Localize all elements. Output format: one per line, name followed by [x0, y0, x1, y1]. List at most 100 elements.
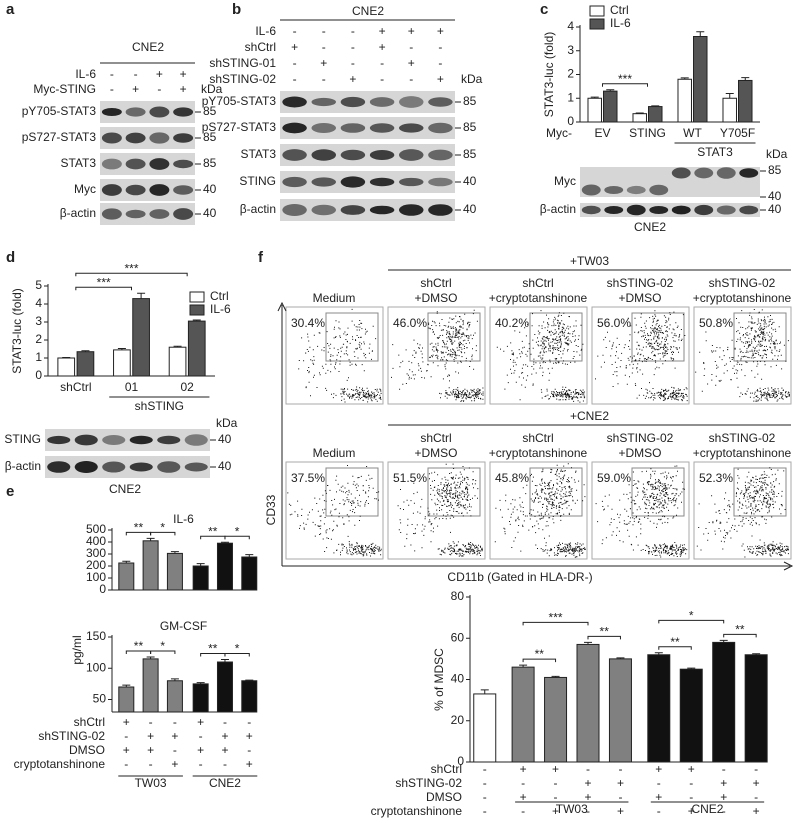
condition-mark: -: [754, 790, 758, 804]
y-tick-label: 2: [35, 332, 42, 346]
sig-bracket: [658, 646, 692, 650]
flow-label: +DMSO: [414, 446, 457, 460]
condition-mark: +: [520, 790, 527, 804]
condition-name: shCtrl: [245, 40, 276, 54]
panel-letter: e: [6, 483, 14, 500]
condition-mark: -: [199, 757, 203, 771]
condition-mark: -: [247, 715, 251, 729]
blot-band: [173, 133, 194, 143]
condition-mark: +: [132, 82, 139, 96]
blot-band: [694, 167, 714, 179]
blot-band: [102, 435, 126, 445]
blot-row-name: STAT3: [60, 156, 96, 170]
condition-name: shSTING-02: [209, 72, 276, 86]
bar: [241, 556, 258, 591]
flow-plot: [591, 306, 690, 405]
blot-band: [125, 158, 146, 170]
blot-band: [626, 185, 646, 195]
group-label: TW03: [556, 802, 588, 816]
cell-line: CNE2: [352, 4, 384, 18]
error-bar: [696, 31, 705, 37]
blot-band: [399, 149, 424, 161]
gate-percent: 30.4%: [291, 316, 325, 330]
blot-band: [694, 204, 714, 216]
condition-mark: -: [438, 40, 442, 54]
kda-value: 40: [768, 189, 782, 203]
kda-value: 85: [203, 104, 217, 118]
y-axis-label: STAT3-luc (fold): [542, 32, 556, 118]
condition-mark: +: [408, 24, 415, 38]
condition-mark: -: [586, 762, 590, 776]
cell-line: CNE2: [132, 40, 164, 54]
blot-row-name: β-actin: [5, 459, 41, 473]
blot-band: [311, 177, 336, 187]
blot-band: [369, 97, 395, 107]
bar: [142, 540, 159, 591]
blot-band: [282, 176, 307, 188]
legend-swatch: [189, 304, 205, 316]
bar: [166, 680, 183, 713]
condition-mark: -: [247, 743, 251, 757]
legend-swatch: [589, 18, 605, 30]
blot-band: [340, 149, 366, 161]
blot-band: [340, 205, 366, 215]
blot-band: [101, 132, 122, 144]
bar: [608, 658, 632, 763]
flow-dots: [496, 310, 586, 403]
blot-band: [369, 149, 395, 161]
significance: **: [208, 524, 218, 538]
flow-dots: [595, 465, 688, 558]
significance: ***: [97, 275, 111, 289]
condition-name: IL-6: [75, 67, 96, 81]
blot-band: [649, 184, 669, 196]
kda-value: 40: [768, 202, 782, 216]
bar: [587, 97, 602, 123]
legend-label: Ctrl: [610, 3, 629, 17]
error-bar: [62, 356, 71, 358]
condition-mark: -: [409, 72, 413, 86]
condition-mark: -: [110, 67, 114, 81]
blot-band: [101, 208, 122, 220]
x-tick-label: 01: [125, 380, 139, 394]
cell-line: CNE2: [109, 482, 141, 496]
flow-label: shCtrl: [420, 431, 451, 445]
x-tick-label: shCtrl: [60, 380, 91, 394]
gate-percent: 45.8%: [495, 471, 529, 485]
blot-band: [428, 149, 453, 161]
kda-value: 85: [463, 147, 477, 161]
condition-mark: -: [351, 40, 355, 54]
blot-row-name: pY705-STAT3: [22, 104, 97, 118]
condition-mark: +: [584, 790, 591, 804]
flow-label: shCtrl: [522, 431, 553, 445]
gate: [325, 467, 379, 517]
blot-band: [399, 177, 424, 187]
blot-band: [649, 205, 669, 215]
blot-band: [101, 107, 122, 117]
significance: **: [134, 639, 144, 653]
error-bar: [741, 77, 750, 81]
condition-mark: +: [720, 776, 727, 790]
significance: **: [600, 625, 610, 639]
error-bar: [196, 563, 205, 566]
condition-name: Myc-STING: [33, 82, 96, 96]
bar: [738, 79, 753, 123]
x-tick-label: STING: [629, 126, 666, 140]
blot-band: [369, 123, 395, 133]
blot-band: [157, 461, 181, 473]
flow-dots: [695, 309, 790, 402]
kda-unit: kDa: [766, 147, 788, 161]
blot-band: [626, 204, 646, 216]
blot-band: [101, 158, 122, 170]
blot-band: [157, 435, 181, 445]
blot-band: [604, 185, 624, 195]
y-tick-label: 400: [86, 534, 106, 548]
condition-mark: +: [655, 762, 662, 776]
y-tick-label: 100: [86, 570, 106, 584]
blot-band: [311, 97, 336, 107]
condition-mark: -: [124, 729, 128, 743]
blot-band: [581, 205, 601, 215]
condition-name: shCtrl: [431, 762, 462, 776]
blot-strip: [100, 127, 195, 149]
condition-mark: -: [380, 72, 384, 86]
blot-band: [340, 176, 366, 188]
